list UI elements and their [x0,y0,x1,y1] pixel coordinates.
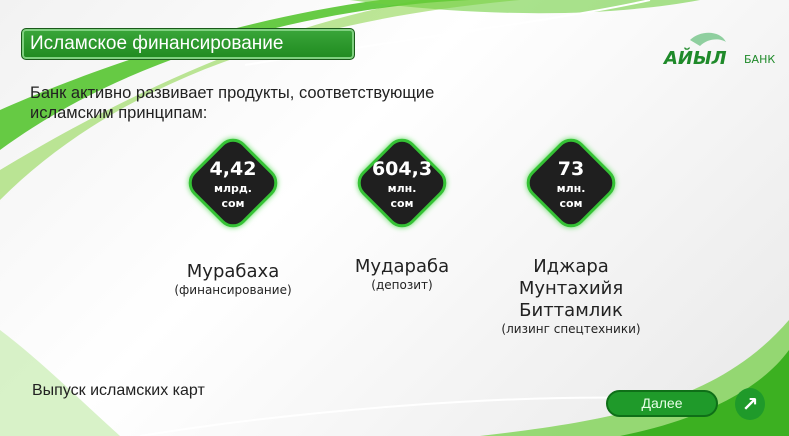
product-name: Иджара Мунтахийя Биттамлик [518,256,624,321]
arrow-up-right-icon[interactable]: ↗ [735,388,765,420]
next-button[interactable]: Далее [606,390,718,417]
islamic-cards-text: Выпуск исламских карт [32,382,205,399]
label-ijara: Иджара Мунтахийя Биттамлик (лизинг спецте… [471,256,671,337]
stat-unit: млн. [387,182,417,195]
bank-logo: АЙЫЛ БАНК [662,32,775,69]
stat-mudaraba: 604,3 млн. сом [342,132,462,237]
stat-value: 4,42 [209,158,257,180]
page-title: Исламское финансирование [21,28,355,60]
stat-currency: сом [221,197,245,210]
product-subtitle: (лизинг спецтехники) [501,322,641,336]
stat-value: 73 [557,158,585,180]
stat-unit: млрд. [214,182,252,195]
product-subtitle: (финансирование) [174,283,292,297]
stat-value: 604,3 [371,158,433,180]
stat-currency: сом [559,197,583,210]
stat-currency: сом [390,197,414,210]
stat-unit: млн. [556,182,586,195]
svg-text:БАНК: БАНК [744,53,775,66]
svg-text:АЙЫЛ: АЙЫЛ [662,47,727,69]
intro-text: Банк активно развивает продукты, соответ… [30,84,435,122]
label-mudaraba: Мудараба (депозит) [302,256,502,293]
product-name: Мудараба [354,256,450,277]
stat-murabaha: 4,42 млрд. сом [173,132,293,237]
product-name: Мурабаха [186,261,280,282]
product-subtitle: (депозит) [371,278,433,292]
label-murabaha: Мурабаха (финансирование) [133,261,333,298]
stat-ijara: 73 млн. сом [511,132,631,237]
